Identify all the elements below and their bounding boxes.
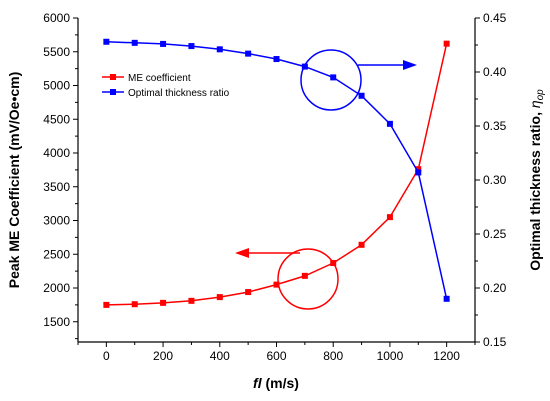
y-left-tick-label: 4000 — [43, 146, 70, 160]
x-tick-label: 200 — [153, 349, 173, 363]
legend-marker-ratio — [110, 89, 116, 95]
y-right-tick-label: 0.35 — [483, 119, 507, 133]
annotation-circle-ratio — [300, 49, 362, 111]
y-right-tick-label: 0.25 — [483, 227, 507, 241]
series-1-point — [443, 295, 450, 302]
series-0-point — [273, 281, 280, 288]
y-right-tick-label: 0.15 — [483, 335, 507, 349]
series-0-point — [131, 301, 138, 308]
y-left-tick-label: 4500 — [43, 112, 70, 126]
x-tick-label: 1000 — [377, 349, 404, 363]
annotations — [235, 49, 417, 310]
series-1-point — [131, 39, 138, 46]
series-0-point — [358, 241, 365, 248]
series-0-point — [160, 299, 167, 306]
y-left-tick-label: 5000 — [43, 79, 70, 93]
series-1-point — [415, 169, 422, 176]
series-1-point — [358, 92, 365, 99]
series-0-point — [415, 166, 422, 173]
y-left-tick-label: 6000 — [43, 11, 70, 25]
series-1-point — [216, 46, 223, 53]
series-1-point — [160, 40, 167, 47]
series-1-point — [330, 74, 337, 81]
y-axis-right-title-symbol: η — [527, 100, 543, 108]
y-left-tick-label: 2000 — [43, 281, 70, 295]
y-right-tick-label: 0.30 — [483, 173, 507, 187]
x-tick-label: 0 — [103, 349, 110, 363]
series-0-point — [386, 214, 393, 221]
series-1-point — [245, 50, 252, 57]
axis-ticks: 0 200 400 600 800 1000 1200 1500 2000 2500 3000 350… — [43, 11, 506, 363]
series-1-point — [103, 38, 110, 45]
y-axis-right-title: Optimal thickness ratio, ηop — [527, 89, 546, 271]
series-1-point — [188, 43, 195, 50]
y-left-tick-label: 3500 — [43, 180, 70, 194]
series-0-point — [245, 289, 252, 296]
series-0-point — [103, 301, 110, 308]
series-0-point — [188, 297, 195, 304]
x-axis-title: fl (m/s) — [253, 375, 299, 391]
y-left-tick-label: 3000 — [43, 214, 70, 228]
y-right-tick-label: 0.20 — [483, 281, 507, 295]
annotation-circle-me — [277, 248, 339, 310]
x-tick-label: 400 — [210, 349, 230, 363]
series-layer — [103, 38, 450, 308]
y-axis-left-title: Peak ME Coefficient (mV/Oe•cm) — [6, 72, 22, 289]
series-0-point — [301, 272, 308, 279]
annotation-arrow-ratio-head — [403, 60, 417, 70]
y-axis-right-title-sub: op — [535, 89, 546, 101]
legend-marker-me — [110, 74, 116, 80]
y-right-tick-label: 0.45 — [483, 11, 507, 25]
y-left-tick-label: 5500 — [43, 45, 70, 59]
x-axis-title-unit: (m/s) — [262, 375, 299, 391]
legend: ME coefficient Optimal thickness ratio — [102, 73, 230, 99]
series-1-point — [273, 56, 280, 63]
legend-label-me: ME coefficient — [128, 73, 191, 84]
y-right-tick-label: 0.40 — [483, 65, 507, 79]
series-0-point — [216, 294, 223, 301]
y-axis-right-title-main: Optimal thickness ratio, — [527, 108, 543, 271]
series-1-point — [386, 120, 393, 127]
series-0-point — [443, 40, 450, 47]
y-left-tick-label: 1500 — [43, 315, 70, 329]
x-axis-title-symbol: fl — [253, 375, 263, 391]
y-left-tick-label: 2500 — [43, 247, 70, 261]
annotation-arrow-me-head — [235, 248, 249, 258]
legend-label-ratio: Optimal thickness ratio — [128, 88, 230, 99]
x-tick-label: 800 — [323, 349, 343, 363]
x-tick-label: 600 — [266, 349, 286, 363]
x-tick-label: 1200 — [433, 349, 460, 363]
